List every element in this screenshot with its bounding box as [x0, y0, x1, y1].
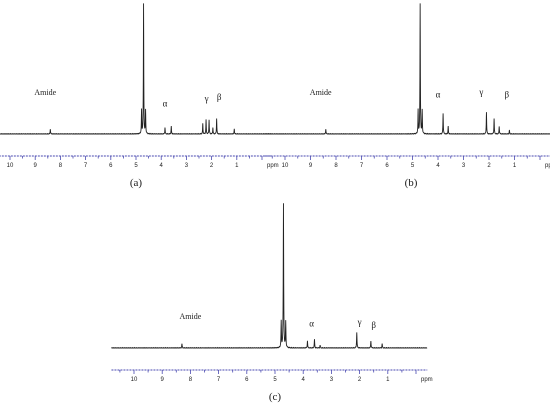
tick-label: 3	[330, 377, 334, 383]
peak-annotation: β	[505, 90, 510, 100]
spectrum-panel-a: 10 9 8 7 6 5 4 3 2 1 Amide α γ β ppm (a)	[0, 3, 279, 189]
peak-annotation: Amide	[180, 312, 202, 321]
tick-label: 5	[273, 377, 277, 383]
tick-label: 6	[109, 163, 113, 169]
peak-annotation: α	[163, 99, 168, 109]
ppm-tick-labels: 10 9 8 7 6 5 4 3 2 1	[282, 163, 517, 169]
ppm-tick-labels: 10 9 8 7 6 5 4 3 2 1	[7, 163, 239, 169]
peak-annotation: β	[371, 320, 376, 330]
tick-label: 4	[302, 377, 306, 383]
tick-label: 9	[309, 163, 313, 169]
tick-label: 2	[210, 163, 214, 169]
tick-label: 5	[411, 163, 415, 169]
tick-label: 4	[160, 163, 164, 169]
peak-annotation: γ	[357, 317, 362, 327]
tick-label: 1	[386, 377, 390, 383]
ppm-axis-ticks	[9, 156, 263, 160]
tick-label: 7	[360, 163, 364, 169]
tick-label: 8	[189, 377, 193, 383]
ppm-axis-ticks	[271, 156, 541, 160]
tick-label: 9	[161, 377, 165, 383]
spectrum-panel-c: 10 9 8 7 6 5 4 3 2 1 Amide α γ β ppm (c)	[111, 203, 433, 403]
tick-label: 10	[282, 163, 289, 169]
tick-label: 3	[185, 163, 189, 169]
tick-label: 10	[7, 163, 14, 169]
ppm-axis-ticks	[119, 370, 417, 374]
tick-label: 6	[385, 163, 389, 169]
tick-label: 7	[84, 163, 88, 169]
peak-annotation: γ	[478, 87, 483, 97]
spectrum-trace	[264, 3, 550, 135]
peak-annotation: α	[436, 90, 441, 100]
tick-label: 2	[487, 163, 491, 169]
ppm-axis-label: ppm	[267, 163, 279, 169]
tick-label: 3	[462, 163, 466, 169]
peak-annotation: γ	[204, 94, 209, 104]
panel-caption: (c)	[269, 391, 282, 403]
peak-annotations: Amide α γ β	[310, 87, 510, 100]
peak-annotation: Amide	[310, 88, 332, 97]
tick-label: 7	[217, 377, 221, 383]
tick-label: 6	[245, 377, 249, 383]
peak-annotation: Amide	[34, 88, 56, 97]
panel-caption: (b)	[405, 177, 418, 189]
tick-label: 8	[59, 163, 63, 169]
tick-label: 2	[358, 377, 362, 383]
tick-label: 1	[235, 163, 239, 169]
ppm-axis-label: ppm	[421, 377, 433, 383]
tick-label: 9	[34, 163, 38, 169]
spectrum-trace	[111, 203, 428, 349]
tick-label: 1	[513, 163, 517, 169]
peak-annotation: β	[217, 92, 222, 102]
spectrum-trace	[0, 3, 273, 135]
tick-label: 4	[436, 163, 440, 169]
panel-caption: (a)	[130, 177, 143, 189]
tick-label: 5	[134, 163, 138, 169]
ppm-tick-labels: 10 9 8 7 6 5 4 3 2 1	[131, 377, 390, 383]
tick-label: 8	[334, 163, 338, 169]
tick-label: 10	[131, 377, 138, 383]
peak-annotation: α	[309, 318, 314, 328]
ppm-axis-label: ppm	[545, 163, 550, 169]
spectrum-panel-b: 10 9 8 7 6 5 4 3 2 1 Amide α γ β ppm (b)	[264, 3, 550, 189]
